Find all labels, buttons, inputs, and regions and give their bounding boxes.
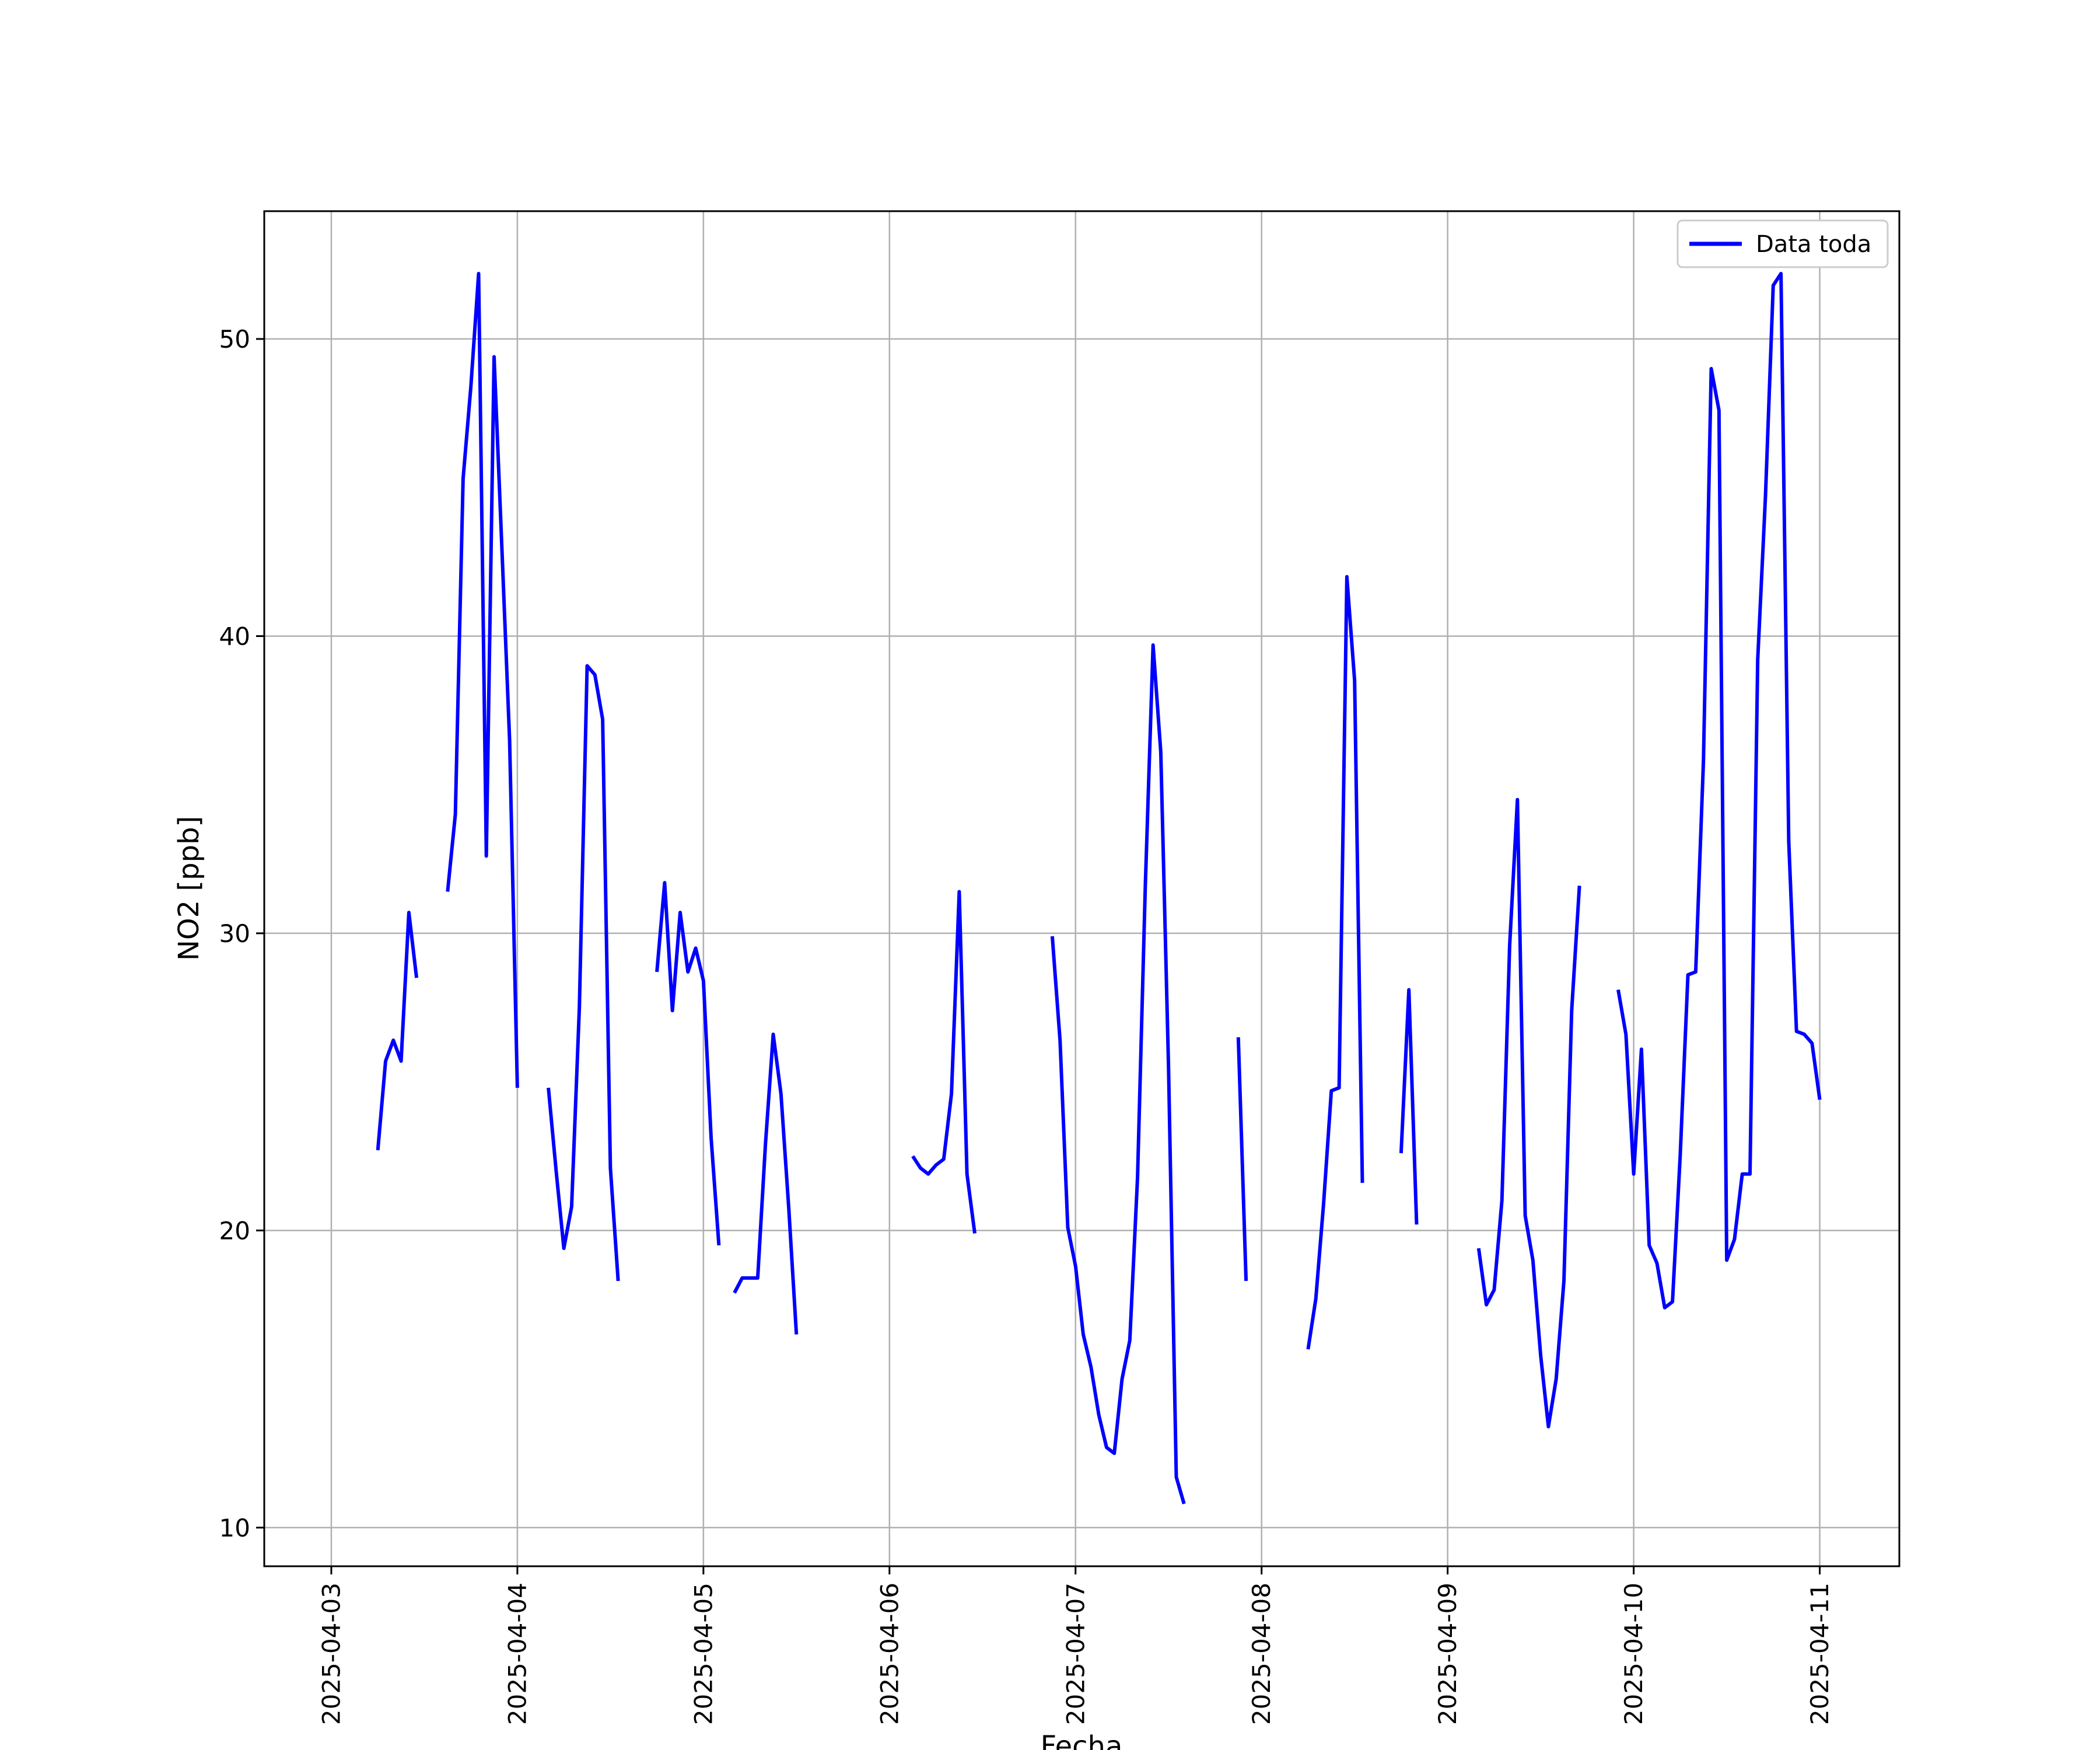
series-line-segment — [911, 890, 977, 1234]
data-series — [376, 272, 1822, 1504]
y-tick-label: 10 — [219, 1514, 250, 1542]
y-tick-label: 50 — [219, 325, 250, 354]
grid — [264, 211, 1899, 1566]
series-line-segment — [1306, 575, 1364, 1350]
series-line-segment — [547, 664, 620, 1282]
y-axis: 10 20 30 40 50 — [219, 325, 264, 1542]
x-tick-label: 2025-04-03 — [317, 1583, 345, 1725]
y-tick-label: 40 — [219, 622, 250, 650]
x-tick-label: 2025-04-05 — [689, 1583, 718, 1725]
x-tick-label: 2025-04-06 — [875, 1583, 904, 1725]
series-line-segment — [1616, 272, 1822, 1310]
x-tick-label: 2025-04-04 — [503, 1583, 531, 1725]
legend: Data toda — [1676, 219, 1889, 268]
series-line-segment — [1399, 988, 1419, 1225]
x-tick-label: 2025-04-10 — [1619, 1583, 1648, 1725]
y-tick-label: 20 — [219, 1216, 250, 1245]
x-tick-label: 2025-04-11 — [1805, 1583, 1834, 1725]
plot-frame — [263, 210, 1901, 1567]
x-tick-label: 2025-04-09 — [1433, 1583, 1462, 1725]
x-tick-label: 2025-04-07 — [1061, 1583, 1090, 1725]
legend-box — [1676, 219, 1889, 268]
series-line-segment — [1476, 797, 1581, 1429]
legend-label: Data toda — [1756, 231, 1871, 258]
x-tick-label: 2025-04-08 — [1247, 1583, 1276, 1725]
series-line-segment — [733, 1032, 799, 1335]
series-line-segment — [376, 911, 419, 1151]
x-axis-label: Fecha — [1041, 1730, 1123, 1750]
series-line-segment — [446, 272, 519, 1088]
y-axis-label: NO2 [ppb] — [173, 816, 205, 961]
series-line-segment — [655, 881, 721, 1246]
series-line-segment — [1236, 1037, 1248, 1281]
y-tick-label: 30 — [219, 919, 250, 948]
x-axis: 2025-04-03 2025-04-04 2025-04-05 2025-04-06… — [317, 1566, 1834, 1725]
series-line-segment — [1050, 643, 1186, 1504]
